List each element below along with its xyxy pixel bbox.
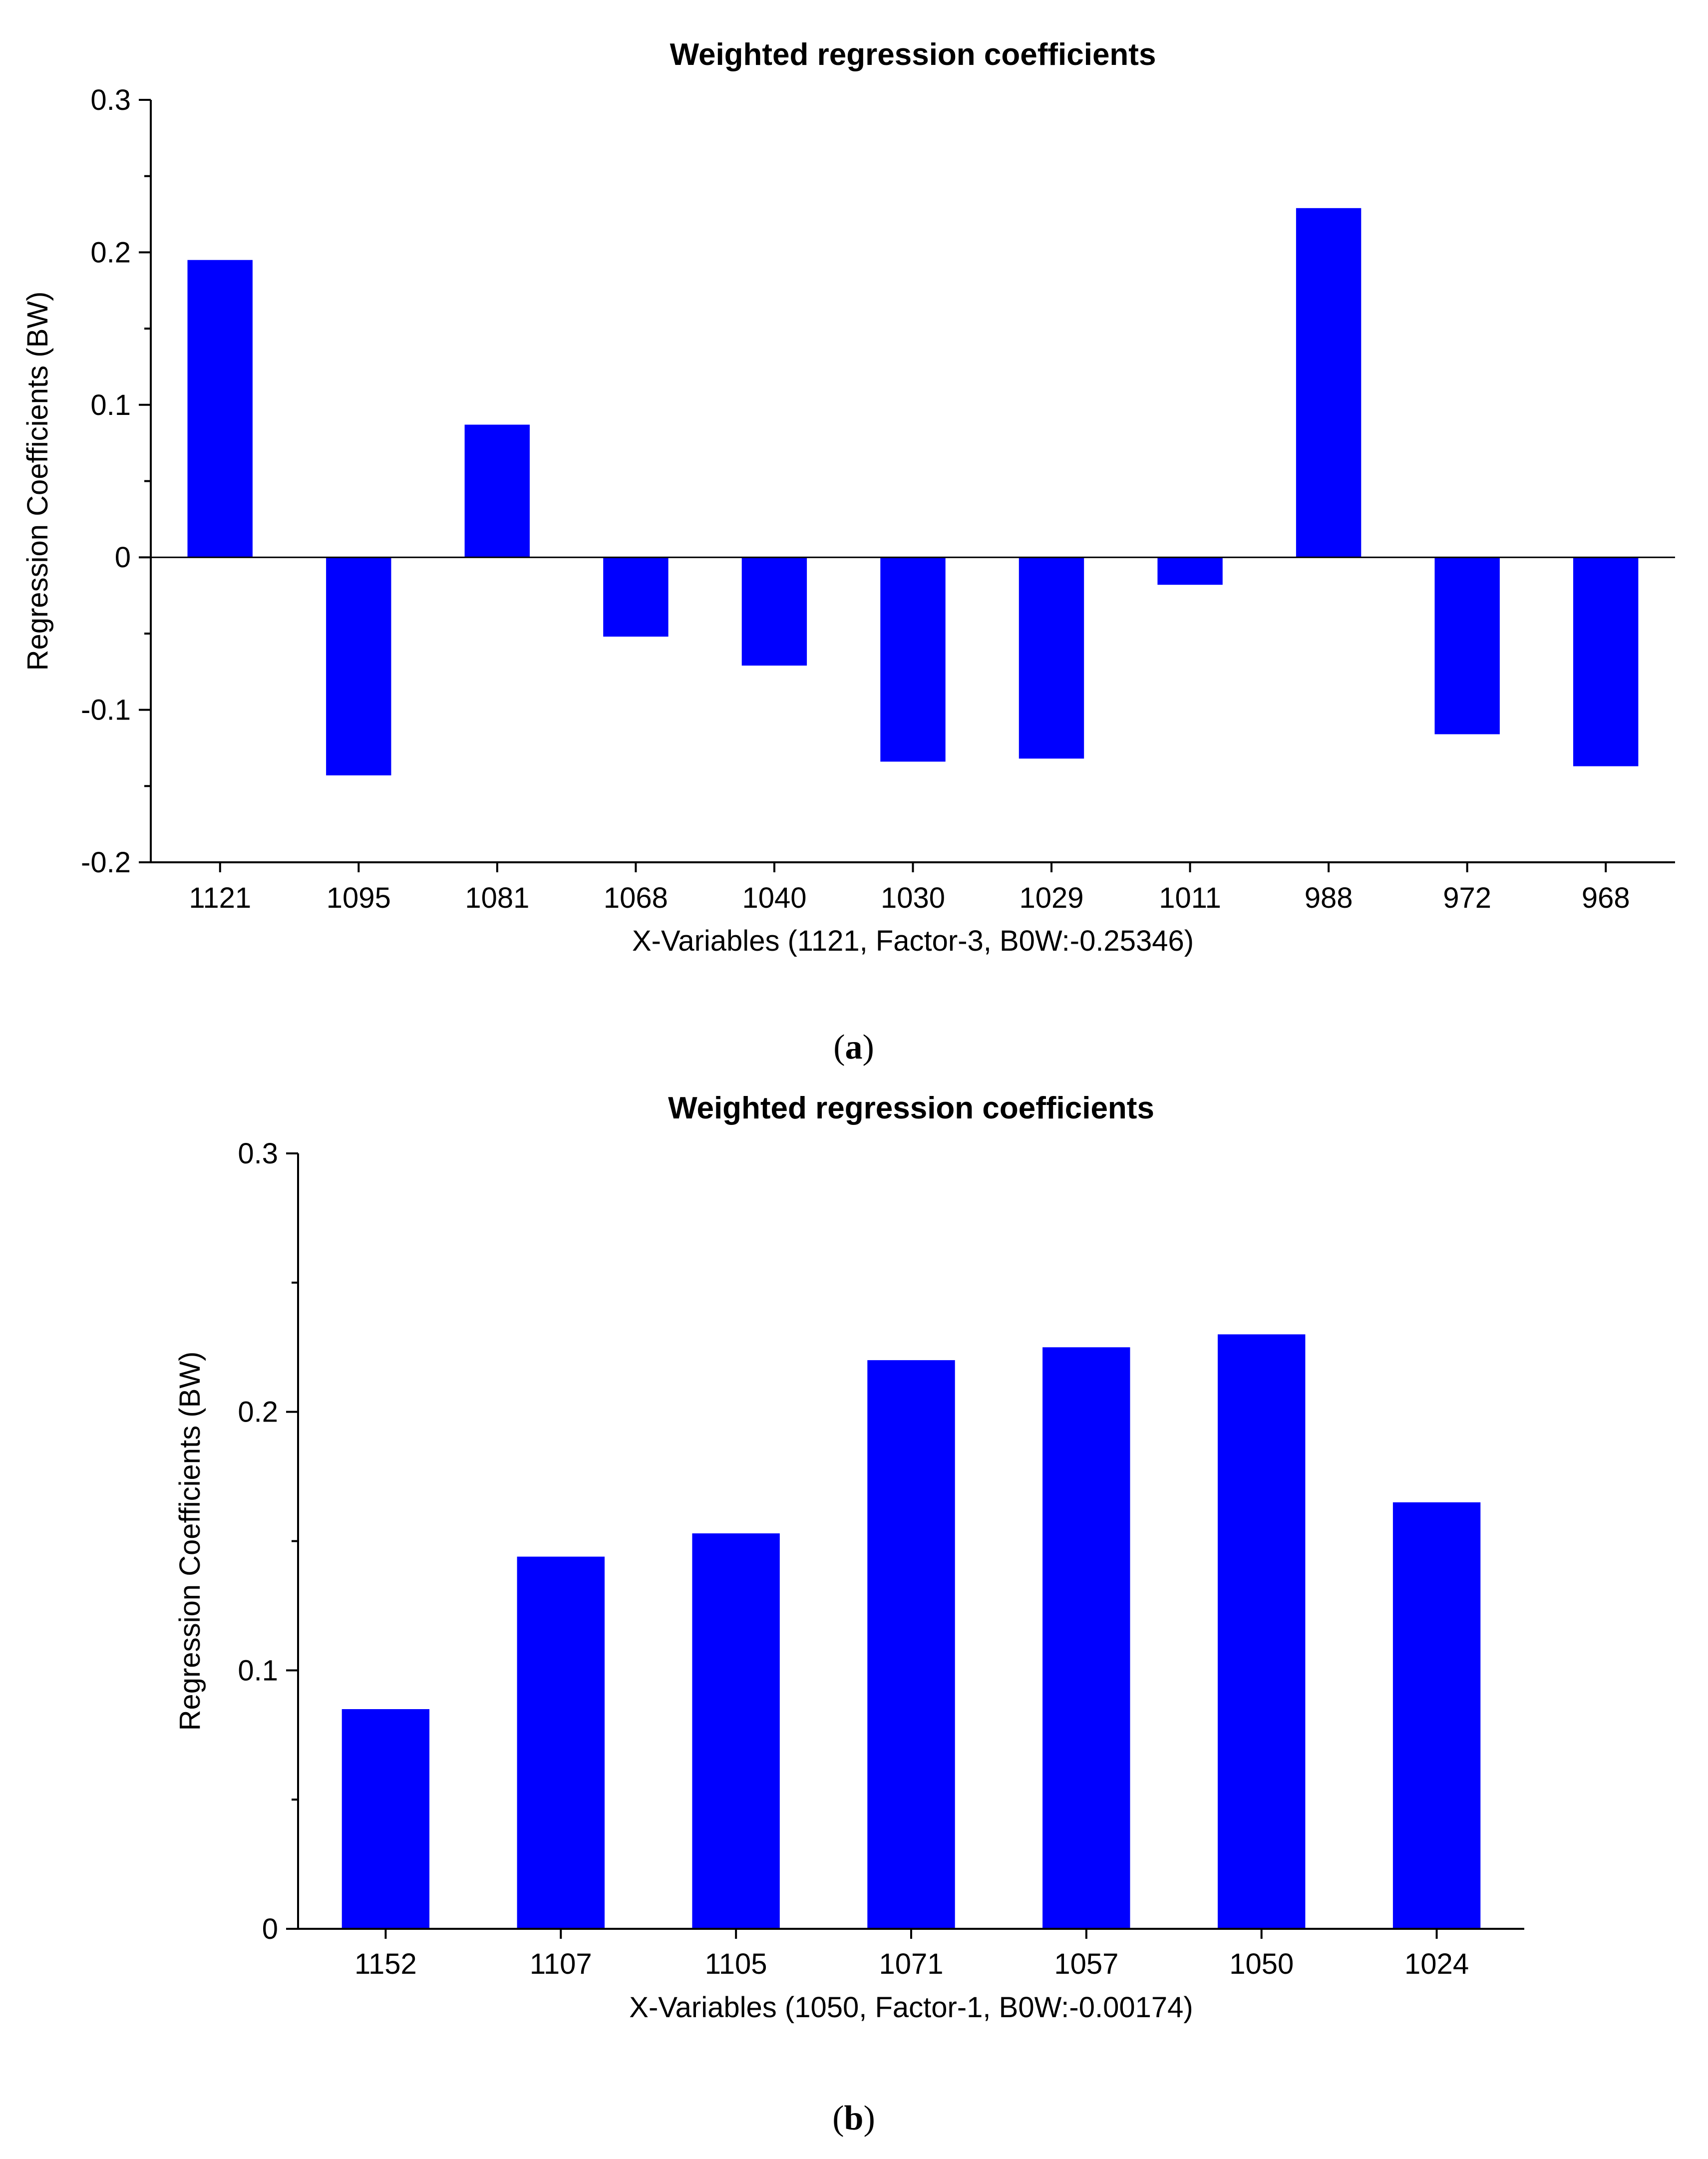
x-tick-label: 1040 [742,882,806,914]
bar-1152 [342,1709,430,1929]
bar-1107 [517,1556,605,1929]
panel-label: (a) [833,1028,874,1067]
x-tick-label: 1121 [189,882,251,914]
bar-1081 [464,424,530,558]
y-tick-label: -0.2 [81,846,131,879]
y-tick-label: 0.1 [238,1654,278,1687]
x-tick-label: 1071 [879,1948,943,1980]
bar-1095 [326,557,391,775]
bar-1024 [1392,1502,1481,1929]
x-tick-label: 1024 [1404,1948,1469,1980]
x-axis-label: X-Variables (1121, Factor-3, B0W:-0.2534… [632,925,1194,957]
panel-label-letter: a [845,1028,863,1067]
bar-1011 [1157,557,1223,585]
x-tick-label: 1011 [1159,882,1221,914]
chart-b: Weighted regression coefficients 0 0.1 0.2 0… [174,1091,1524,2138]
x-tick-label: 1107 [530,1948,592,1980]
x-tick-label: 1068 [604,882,668,914]
x-tick-label: 1029 [1020,882,1084,914]
y-tick-label: -0.1 [81,694,131,726]
y-tick-label: 0 [115,541,131,574]
x-tick-label: 988 [1305,882,1353,914]
bar-1030 [880,557,946,762]
bar-1068 [603,557,669,637]
bar-1071 [867,1360,955,1929]
bar-1057 [1042,1347,1130,1929]
bar-1029 [1019,557,1084,759]
bar-1121 [187,260,253,558]
chart-a: Weighted regression coefficients -0.2 -0.1… [21,37,1675,1067]
bar-1040 [741,557,807,666]
x-tick-label: 1152 [354,1948,417,1980]
y-axis-label: Regression Coefficients (BW) [21,292,54,671]
x-tick-label: 972 [1443,882,1491,914]
y-axis-label: Regression Coefficients (BW) [174,1352,206,1731]
x-tick-label: 1057 [1054,1948,1118,1980]
y-tick-label: 0.3 [238,1137,278,1170]
y-tick-label: 0 [262,1913,278,1945]
panel-label-letter: b [844,2099,864,2138]
y-tick-label: 0.2 [238,1396,278,1429]
bar-972 [1434,557,1500,734]
bar-1105 [692,1533,780,1929]
chart-title: Weighted regression coefficients [670,37,1156,72]
panel-label: (b) [832,2099,875,2138]
y-tick-label: 0.3 [90,84,131,116]
x-tick-label: 1030 [881,882,945,914]
bar-968 [1573,557,1639,766]
x-tick-label: 1095 [327,882,391,914]
bar-1050 [1218,1334,1306,1929]
x-axis-label: X-Variables (1050, Factor-1, B0W:-0.0017… [629,1991,1193,2024]
x-tick-label: 968 [1582,882,1630,914]
x-tick-label: 1050 [1229,1948,1294,1980]
chart-title: Weighted regression coefficients [668,1091,1154,1125]
y-tick-label: 0.2 [90,236,131,269]
x-tick-label: 1105 [705,1948,767,1980]
bar-988 [1296,208,1362,558]
y-tick-label: 0.1 [90,389,131,421]
x-tick-label: 1081 [465,882,529,914]
